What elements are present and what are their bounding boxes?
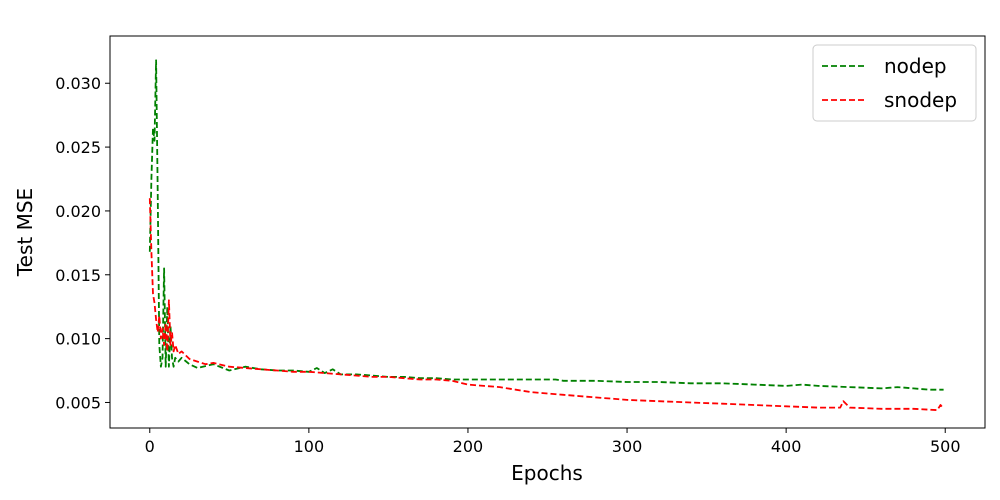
legend-box: [812, 44, 977, 122]
legend-label-snodep: snodep: [884, 88, 957, 112]
y-tick-label: 0.005: [55, 393, 101, 412]
y-tick-label: 0.030: [55, 74, 101, 93]
y-tick-label: 0.015: [55, 266, 101, 285]
x-tick-label: 0: [145, 437, 155, 456]
series-line-snodep: [148, 198, 945, 412]
x-tick-label: 500: [930, 437, 961, 456]
y-axis: 0.005 0.010 0.015 0.020 0.025 0.030: [55, 74, 110, 412]
x-tick-label: 300: [612, 437, 643, 456]
y-tick-label: 0.020: [55, 202, 101, 221]
plot-frame: [109, 35, 986, 429]
y-tick-label: 0.025: [55, 138, 101, 157]
x-tick-label: 200: [453, 437, 484, 456]
x-axis-title: Epochs: [511, 461, 583, 485]
x-tick-label: 100: [294, 437, 325, 456]
legend-label-nodep: nodep: [884, 54, 947, 78]
y-axis-title: Test MSE: [13, 188, 37, 277]
x-axis: 0 100 200 300 400 500: [145, 428, 961, 456]
series-layer: [148, 59, 945, 412]
x-tick-label: 400: [771, 437, 802, 456]
y-tick-label: 0.010: [55, 330, 101, 349]
legend: nodep snodep: [812, 44, 977, 122]
